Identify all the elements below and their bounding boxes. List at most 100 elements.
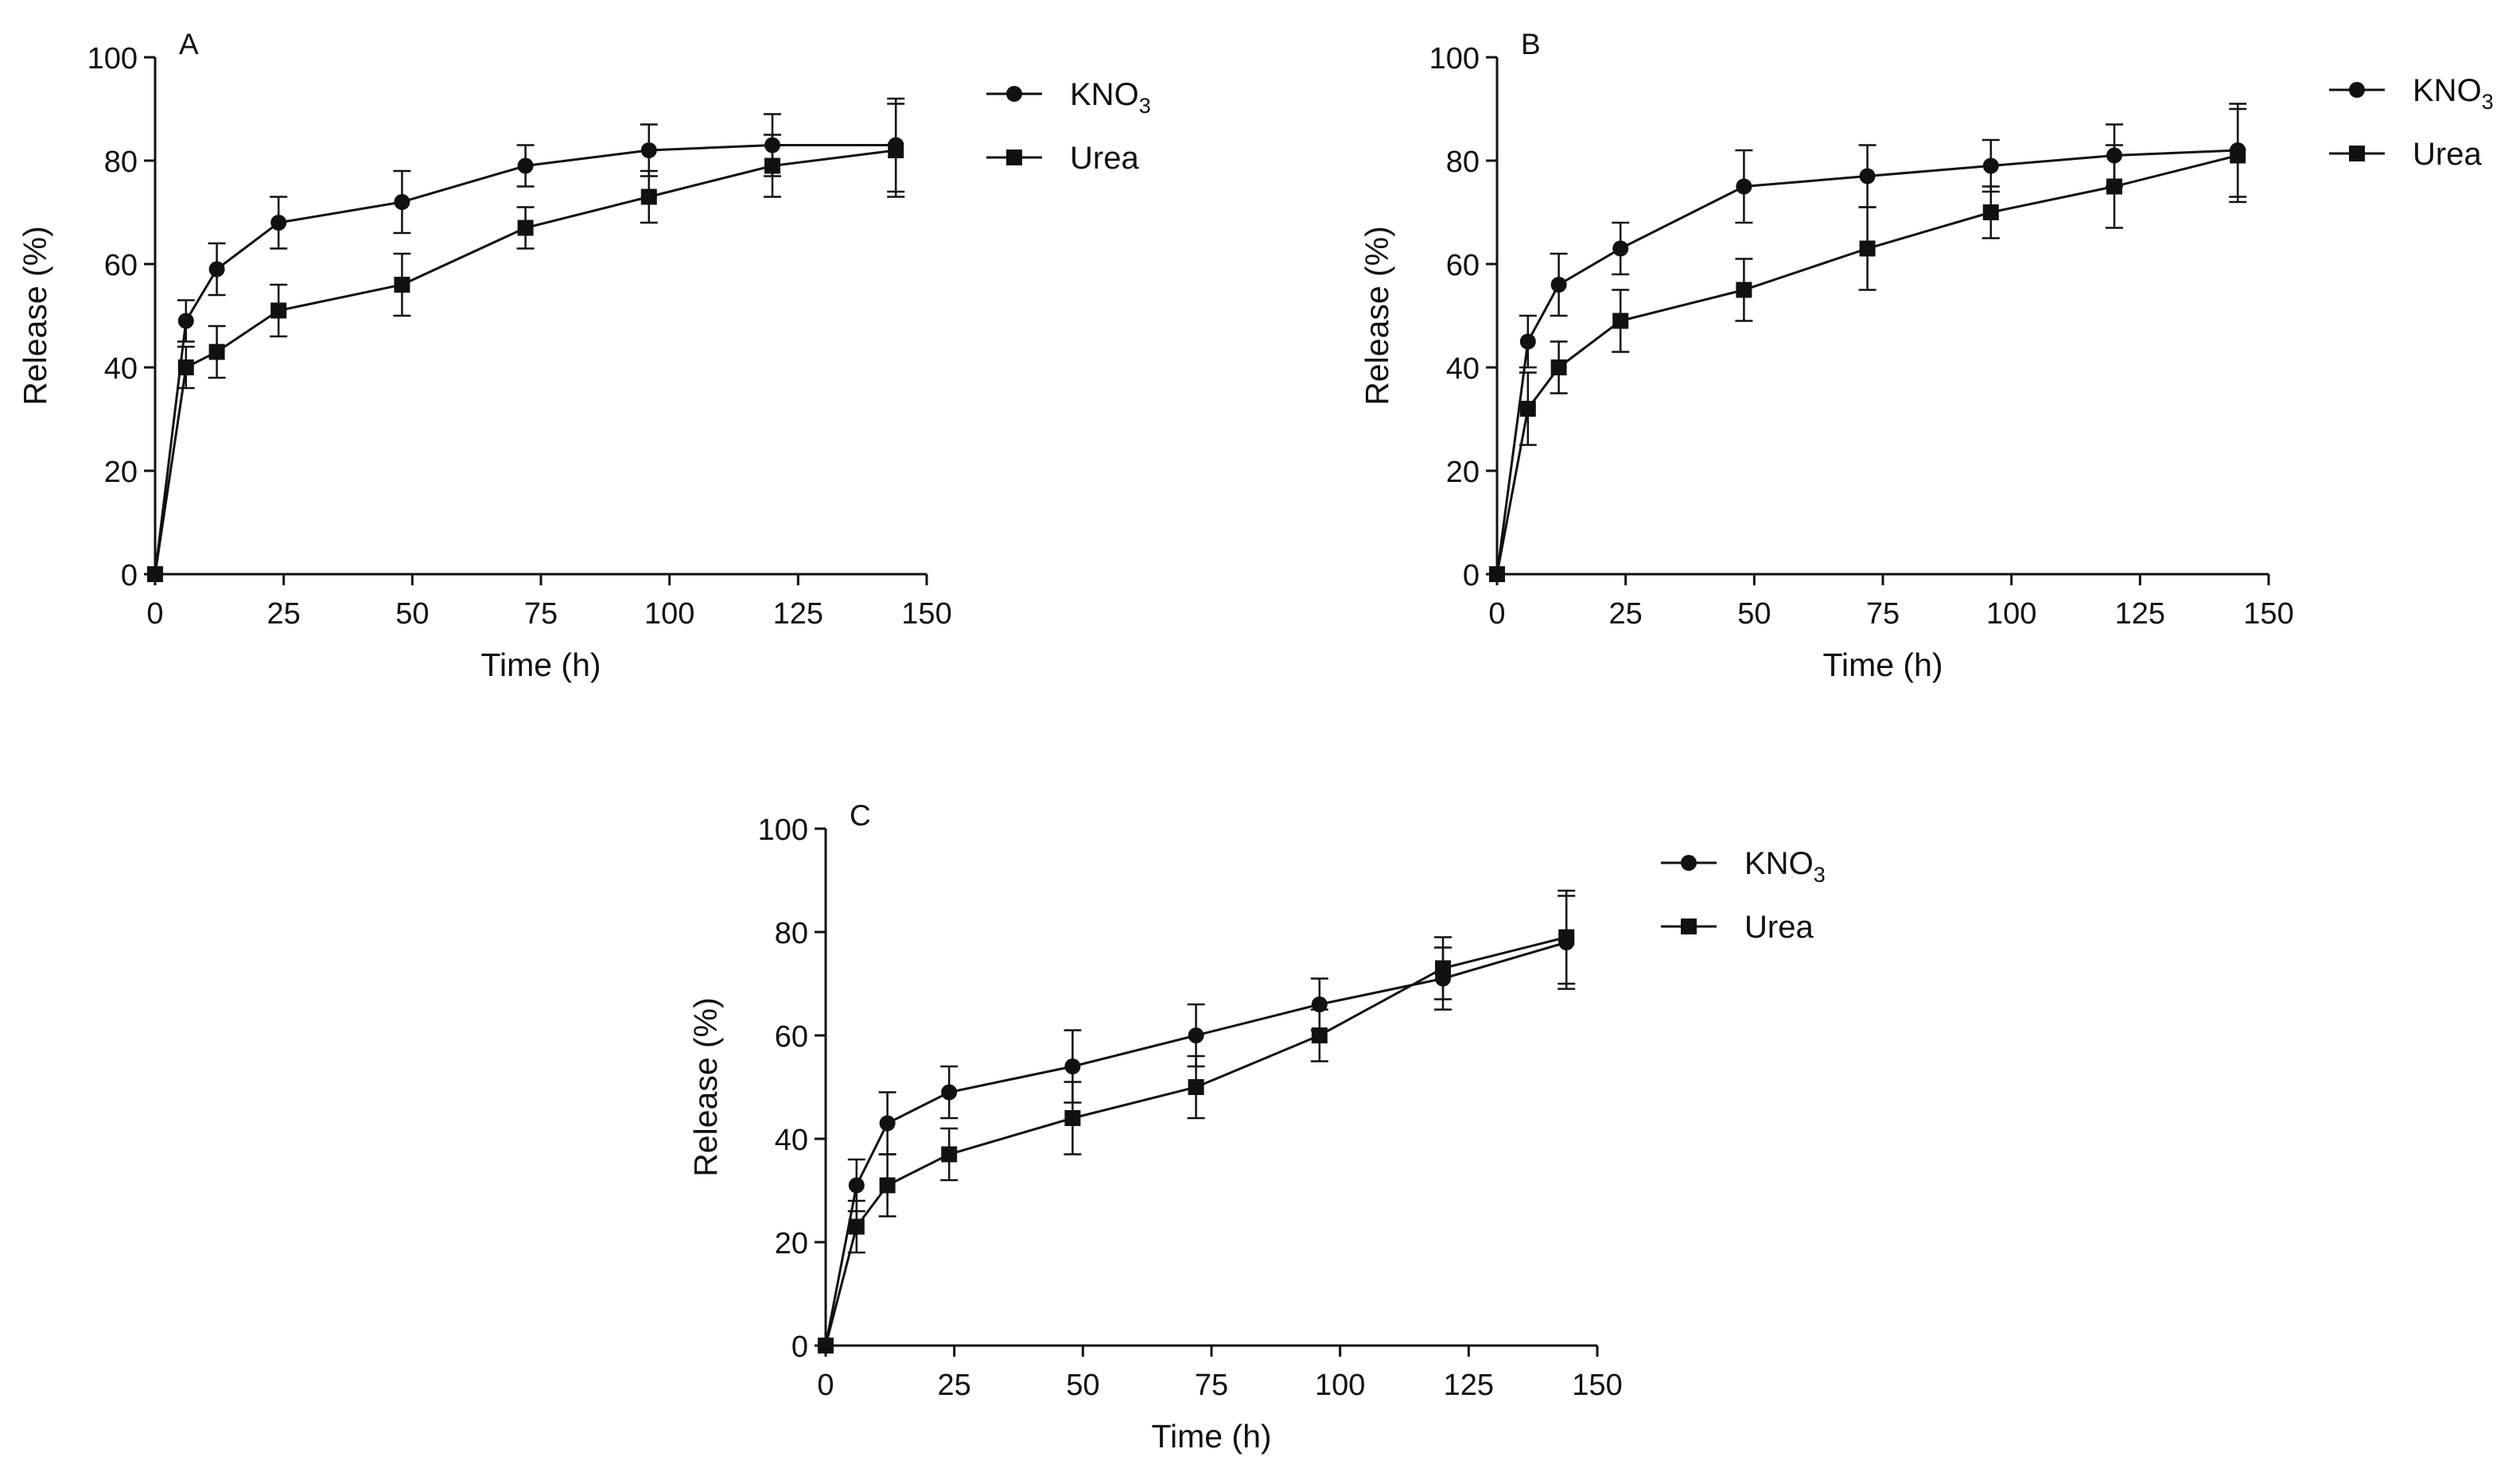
legend-label: KNO3 xyxy=(1070,77,1151,118)
data-point xyxy=(879,1177,896,1194)
legend-label-text: KNO xyxy=(2413,73,2482,108)
data-point xyxy=(1519,333,1536,350)
legend-marker xyxy=(1681,855,1697,871)
y-tick-label: 20 xyxy=(104,456,138,489)
x-axis-label: Time (h) xyxy=(1151,1418,1271,1455)
x-tick-label: 100 xyxy=(1315,1369,1365,1402)
legend-marker xyxy=(2349,82,2365,98)
series-line xyxy=(824,941,1567,1346)
legend-label: Urea xyxy=(1070,141,1139,176)
x-tick-label: 50 xyxy=(1066,1369,1099,1402)
data-point xyxy=(848,1177,865,1194)
data-point xyxy=(879,1115,896,1132)
data-point xyxy=(208,261,225,278)
data-point xyxy=(818,1338,834,1354)
y-tick-label: 40 xyxy=(1446,352,1480,386)
data-point xyxy=(1311,1027,1328,1043)
x-tick-label: 25 xyxy=(1609,597,1643,631)
legend-label-subscript: 3 xyxy=(1814,863,1826,887)
y-tick-label: 100 xyxy=(88,42,138,76)
x-tick-label: 0 xyxy=(146,597,163,631)
data-point xyxy=(1064,1110,1081,1126)
y-tick-label: 80 xyxy=(104,146,138,179)
y-tick-label: 0 xyxy=(1463,559,1480,592)
legend-label-text: Urea xyxy=(1070,141,1139,176)
x-tick-label: 150 xyxy=(901,597,951,631)
data-point xyxy=(208,344,225,360)
data-point xyxy=(394,277,410,293)
data-point xyxy=(1612,240,1629,257)
data-point xyxy=(177,313,194,329)
data-point xyxy=(640,142,657,158)
x-tick-label: 50 xyxy=(395,597,429,631)
legend-marker xyxy=(1006,150,1022,165)
y-tick-label: 20 xyxy=(775,1227,808,1260)
panel-label: C xyxy=(850,799,871,832)
y-tick-label: 0 xyxy=(791,1330,808,1364)
data-point xyxy=(1859,240,1876,257)
data-point xyxy=(1550,359,1567,375)
chart-panel-b: 0 25 50 75 100 125 150 0 20 40 60 80 100 Time (h) Rele… xyxy=(1359,28,2494,683)
x-axis-label: Time (h) xyxy=(480,647,601,683)
panel-label: B xyxy=(1521,28,1541,60)
data-point xyxy=(888,142,904,158)
x-tick-label: 75 xyxy=(1195,1369,1228,1402)
data-point xyxy=(1550,277,1567,293)
x-tick-label: 125 xyxy=(1444,1369,1494,1402)
panel-label: A xyxy=(179,28,199,60)
x-tick-label: 75 xyxy=(1866,597,1900,631)
x-tick-label: 125 xyxy=(2115,597,2165,631)
x-tick-label: 150 xyxy=(2243,597,2293,631)
x-tick-label: 150 xyxy=(1572,1369,1622,1402)
data-point xyxy=(1435,960,1451,977)
legend-entry-urea: Urea xyxy=(1661,910,1814,945)
data-point xyxy=(1489,566,1505,582)
chart-panel-a: 0 25 50 75 100 125 150 0 20 40 60 80 100 Time (h) Rele… xyxy=(17,28,1151,683)
series-urea xyxy=(1489,107,2247,582)
data-point xyxy=(2106,178,2122,195)
data-point xyxy=(1311,996,1328,1012)
data-point xyxy=(764,157,780,174)
legend-entry-kno: KNO3 xyxy=(1661,846,1826,887)
data-point xyxy=(941,1146,958,1163)
data-point xyxy=(1982,157,1999,174)
legend-marker xyxy=(1681,919,1697,934)
x-tick-label: 125 xyxy=(773,597,823,631)
data-point xyxy=(270,302,287,319)
legend-label: Urea xyxy=(1744,910,1814,945)
y-axis-label: Release (%) xyxy=(687,997,724,1177)
legend-label-subscript: 3 xyxy=(2482,90,2494,114)
series-urea xyxy=(147,103,905,582)
legend-label-text: KNO xyxy=(1744,846,1814,881)
data-point xyxy=(640,188,657,205)
chart-panel-c: 0 25 50 75 100 125 150 0 20 40 60 80 100 Time (h) Rele… xyxy=(687,799,1826,1455)
data-point xyxy=(1188,1079,1204,1095)
data-point xyxy=(1558,929,1575,946)
series-urea xyxy=(818,889,1576,1354)
y-tick-label: 0 xyxy=(121,559,138,592)
y-tick-label: 40 xyxy=(104,352,138,386)
data-point xyxy=(1188,1027,1204,1043)
y-tick-label: 80 xyxy=(1446,146,1480,179)
y-tick-label: 80 xyxy=(775,917,808,950)
data-point xyxy=(1859,168,1876,184)
x-tick-label: 0 xyxy=(817,1369,834,1402)
data-point xyxy=(517,157,534,174)
y-tick-label: 60 xyxy=(104,249,138,282)
legend-label: KNO3 xyxy=(1744,846,1826,887)
x-tick-label: 100 xyxy=(1986,597,2036,631)
x-axis-label: Time (h) xyxy=(1822,647,1942,683)
x-tick-label: 0 xyxy=(1488,597,1505,631)
y-tick-label: 60 xyxy=(775,1020,808,1054)
legend-marker xyxy=(1006,86,1022,102)
legend-label: Urea xyxy=(2413,137,2482,172)
legend-entry-urea: Urea xyxy=(2329,137,2482,172)
data-point xyxy=(147,566,163,582)
data-point xyxy=(177,359,194,375)
y-tick-label: 100 xyxy=(1429,42,1480,76)
series-line xyxy=(824,936,1567,1346)
legend-entry-kno: KNO3 xyxy=(2329,73,2494,114)
data-point xyxy=(2230,147,2246,164)
legend-label-text: Urea xyxy=(2413,137,2482,172)
